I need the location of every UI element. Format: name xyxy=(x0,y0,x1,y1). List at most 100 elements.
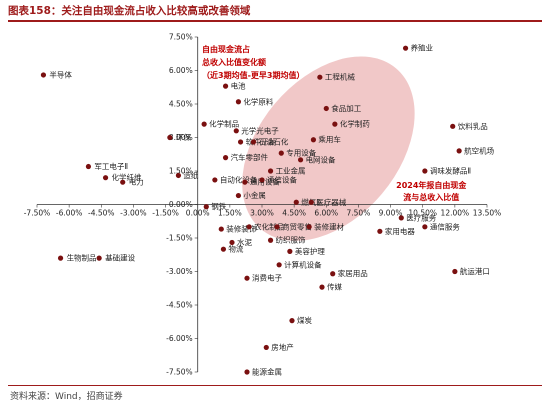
data-point-label: 航空机场 xyxy=(464,145,494,155)
data-point xyxy=(222,155,229,161)
data-point-label: 化学原料 xyxy=(243,96,273,106)
data-point xyxy=(220,246,227,252)
data-point-label: 农化制品 xyxy=(254,221,284,231)
data-point-label: 石油石化 xyxy=(258,136,288,146)
data-point xyxy=(267,237,274,243)
x-tick-label: -6.00% xyxy=(56,209,83,218)
y-axis-note: 总收入比值变化额 xyxy=(202,57,266,67)
data-point-label: 工程机械 xyxy=(325,72,355,82)
data-point-label: 军工电子Ⅱ xyxy=(94,161,128,171)
data-point xyxy=(96,255,102,261)
data-point xyxy=(306,224,312,230)
data-point xyxy=(293,199,299,205)
data-point xyxy=(377,228,383,234)
y-tick-label: 1.50% xyxy=(169,167,193,176)
data-point-label: 通信设备 xyxy=(267,174,297,184)
data-point xyxy=(332,121,338,127)
x-axis-note: 2024年报自由现金 xyxy=(396,180,467,190)
data-point-label: 美容护理 xyxy=(295,246,325,256)
data-point-label: 光学光电子 xyxy=(241,125,279,135)
x-tick-label: 3.00% xyxy=(250,209,274,218)
data-point xyxy=(120,179,126,185)
data-point-label: 商贸零售 xyxy=(282,221,312,231)
data-point xyxy=(323,105,329,112)
data-point xyxy=(233,128,239,134)
data-point-label: 传媒 xyxy=(327,282,342,292)
title-rule xyxy=(8,20,542,22)
data-point-label: 通用设备 xyxy=(250,177,280,187)
x-tick-label: -7.50% xyxy=(24,209,51,218)
data-point-label: 自动化设备 xyxy=(220,174,258,184)
data-point-label: 装修建材 xyxy=(314,221,344,231)
data-point xyxy=(235,99,242,105)
data-point xyxy=(237,139,244,145)
data-point xyxy=(422,168,428,174)
x-tick-label: 7.50% xyxy=(347,209,371,218)
data-point-label: 家居用品 xyxy=(338,268,368,278)
data-point-label: 化学制品 xyxy=(209,119,239,129)
data-point xyxy=(287,248,293,254)
data-point xyxy=(422,224,428,230)
data-point xyxy=(402,45,409,51)
data-point-label: 化学纤维 xyxy=(112,172,142,182)
data-point xyxy=(319,284,325,290)
data-point-label: 钢铁 xyxy=(211,201,226,211)
data-point xyxy=(57,255,64,261)
data-point xyxy=(85,163,92,170)
data-point xyxy=(235,192,242,199)
data-point-label: 医疗服务 xyxy=(406,212,436,222)
data-point-label: 半导体 xyxy=(49,69,72,79)
data-point-label: 饮料乳品 xyxy=(458,121,488,131)
data-point xyxy=(330,271,336,277)
y-tick-label: 0.00% xyxy=(169,200,193,209)
data-point-label: 纺织服饰 xyxy=(276,235,306,245)
x-tick-label: 4.50% xyxy=(282,209,306,218)
x-tick-label: 0.00% xyxy=(186,209,210,218)
data-point xyxy=(456,148,462,154)
data-point xyxy=(308,199,314,205)
data-point-label: 能源金属 xyxy=(252,367,282,377)
y-tick-label: -1.50% xyxy=(166,234,193,243)
data-point-label: 食品加工 xyxy=(331,103,361,113)
data-point xyxy=(212,177,218,183)
data-point xyxy=(276,262,282,268)
data-point-label: 环保 xyxy=(176,133,191,142)
y-tick-label: -4.50% xyxy=(166,301,193,310)
data-point xyxy=(167,134,173,141)
data-point-label: 乘用车 xyxy=(318,134,341,144)
data-point xyxy=(40,72,47,78)
data-point xyxy=(278,150,284,156)
y-tick-label: 4.50% xyxy=(169,100,193,109)
data-point xyxy=(450,123,456,129)
y-axis-note: （近3期均值-更早3期均值） xyxy=(202,70,304,80)
data-point-label: 基础建设 xyxy=(105,253,135,263)
x-tick-label: 9.00% xyxy=(379,209,403,218)
data-point-label: 电力 xyxy=(129,177,144,187)
data-point xyxy=(242,179,248,185)
data-point-label: 电网设备 xyxy=(306,154,336,164)
data-point-label: 煤炭 xyxy=(297,315,312,325)
data-point-label: 水泥 xyxy=(237,237,252,247)
data-point xyxy=(250,139,257,145)
data-point xyxy=(203,204,209,210)
data-point-label: 计算机设备 xyxy=(284,259,322,269)
y-tick-label: 7.50% xyxy=(169,33,193,42)
data-point-label: 调味发酵品Ⅱ xyxy=(430,166,471,176)
data-point-label: 医疗器械 xyxy=(316,197,346,207)
x-tick-label: -3.00% xyxy=(120,209,147,218)
page-title: 图表158：关注自由现金流占收入比较高或改善领域 xyxy=(8,5,251,17)
data-point-label: 装修装饰 xyxy=(226,224,256,234)
x-tick-label: -1.50% xyxy=(152,209,179,218)
data-point-label: 小金属 xyxy=(243,190,266,200)
data-point xyxy=(246,224,252,230)
data-point-label: 通信服务 xyxy=(430,221,460,231)
x-tick-label: -4.50% xyxy=(88,209,115,218)
y-tick-label: -7.50% xyxy=(166,368,193,377)
scatter-chart: -7.50% -6.00% -4.50% -3.00% -1.50% 0.00% 1.50%… xyxy=(24,33,502,377)
data-point-label: 汽车零部件 xyxy=(231,152,269,162)
data-point xyxy=(259,177,265,183)
y-tick-label: 3.00% xyxy=(169,133,193,142)
source-note: 资料来源：Wind，招商证券 xyxy=(10,392,123,402)
data-point-label: 航运港口 xyxy=(460,266,490,276)
x-tick-label: 10.50% xyxy=(408,209,437,218)
